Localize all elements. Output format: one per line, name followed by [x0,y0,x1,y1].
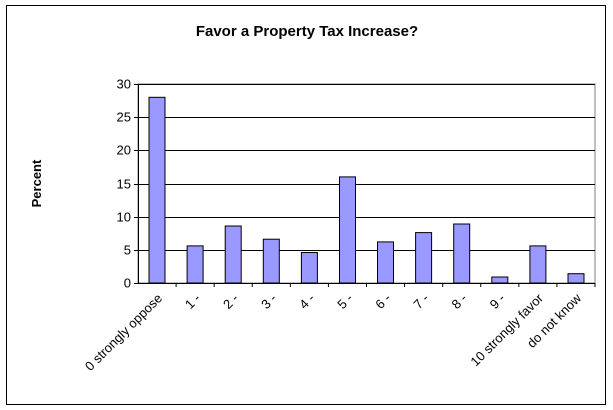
x-tick-label: 8 - [448,291,469,312]
y-tick-label: 30 [117,77,131,92]
x-tick-label: 6 - [372,291,393,312]
y-tick-label: 20 [117,143,131,158]
bar [262,238,280,284]
bar [300,252,318,284]
bar [339,176,356,284]
chart-title: Favor a Property Tax Increase? [195,23,419,40]
y-tick-label: 10 [117,210,131,225]
y-tick-label: 25 [117,110,131,125]
y-tick-label: 0 [124,276,131,291]
x-tick-label: 5 - [334,291,355,312]
bar-chart: 0 5 10 15 20 25 30 0 strongly oppose 1 - 2 - 3 - 4 … [29,77,596,374]
y-tick-label: 15 [117,177,131,192]
bar [529,245,547,284]
bar [491,276,509,284]
bar [567,273,585,284]
x-tick-label: 0 strongly oppose [82,291,165,374]
bar [224,225,242,284]
x-tick-label: 9 - [487,291,508,312]
y-axis-label: Percent [29,159,44,207]
bar [186,245,204,284]
bar [377,241,394,284]
plot-area [137,83,596,284]
x-tick-label: 4 - [296,291,317,312]
bar [453,223,471,284]
bar [148,96,166,284]
x-tick-label: 2 - [220,291,241,312]
y-tick-label: 5 [124,243,131,258]
bar [415,232,433,284]
x-tick-label: 7 - [410,291,431,312]
x-tick-label: 1 - [182,291,203,312]
x-tick-label: 3 - [258,291,279,312]
chart-frame: Favor a Property Tax Increase? 0 5 10 15 20 2… [6,5,606,405]
